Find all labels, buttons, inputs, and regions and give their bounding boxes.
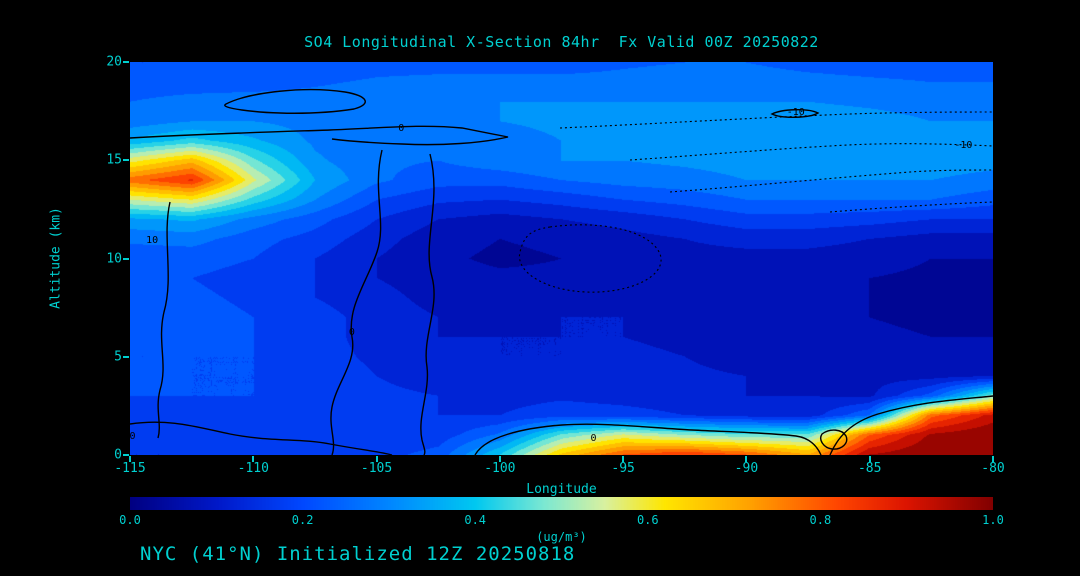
y-tick-label: 5 — [114, 349, 122, 365]
y-tick-mark — [123, 454, 129, 456]
dotted-contour-lines — [518, 111, 993, 293]
colorbar-tick-label: 1.0 — [982, 513, 1004, 527]
x-axis-label: Longitude — [526, 482, 597, 497]
contour-label: 0 — [398, 122, 405, 134]
x-tick-mark — [992, 456, 994, 462]
y-axis-tick-labels: 0 5 10 15 20 — [78, 55, 122, 463]
plot-area: 0 -10 -10 10 0 0 0 — [123, 61, 994, 462]
colorbar-tick-label: 0.4 — [464, 513, 487, 527]
y-tick-label: 10 — [106, 251, 122, 266]
y-tick-label: 20 — [106, 54, 122, 70]
x-tick-label: -85 — [857, 461, 882, 476]
y-tick-mark — [123, 61, 129, 63]
solid-contour-lines — [130, 88, 993, 455]
contour-label: 0 — [348, 327, 355, 339]
colorbar-tick-label: 0.8 — [809, 513, 832, 527]
x-axis-tick-labels: -115 -110 -105 -100 -95 -90 -85 -80 — [114, 461, 1004, 477]
y-tick-label: 0 — [114, 447, 122, 463]
contour-label: -10 — [954, 140, 973, 152]
colorbar-tick-label: 0.6 — [636, 513, 659, 527]
y-tick-mark — [123, 257, 129, 260]
contour-overlay — [130, 88, 993, 455]
colorbar-tick-label: 0.2 — [291, 513, 314, 527]
contour-label: 10 — [146, 234, 159, 246]
x-tick-label: -115 — [114, 461, 146, 476]
x-tick-label: -90 — [734, 461, 759, 476]
colorbar — [130, 497, 993, 510]
chart-title: SO4 Longitudinal X-Section 84hr Fx Valid… — [304, 33, 819, 51]
x-tick-mark — [622, 456, 625, 462]
y-tick-mark — [123, 355, 129, 358]
colorbar-tick-labels: 0.0 0.2 0.4 0.6 0.8 1.0 — [119, 513, 1004, 528]
x-tick-mark — [129, 456, 131, 462]
contour-label: 0 — [129, 431, 136, 443]
x-tick-mark — [375, 456, 378, 462]
colorbar-unit-label: (ug/m³) — [536, 530, 587, 544]
y-axis-label: Altitude (km) — [48, 207, 64, 309]
x-tick-label: -110 — [237, 461, 269, 476]
x-tick-mark — [745, 456, 748, 462]
footer-caption: NYC (41°N) Initialized 12Z 20250818 — [140, 543, 576, 565]
x-tick-mark — [868, 456, 871, 462]
x-tick-mark — [498, 456, 501, 462]
y-tick-mark — [123, 159, 129, 162]
x-tick-mark — [252, 456, 255, 462]
contour-label: -10 — [786, 107, 805, 119]
x-tick-label: -95 — [611, 461, 635, 476]
x-tick-label: -80 — [981, 461, 1005, 476]
x-tick-label: -105 — [360, 461, 393, 476]
contour-label: 0 — [590, 433, 597, 445]
y-tick-label: 15 — [106, 152, 122, 168]
colorbar-tick-label: 0.0 — [119, 513, 141, 527]
x-tick-label: -100 — [484, 461, 516, 476]
